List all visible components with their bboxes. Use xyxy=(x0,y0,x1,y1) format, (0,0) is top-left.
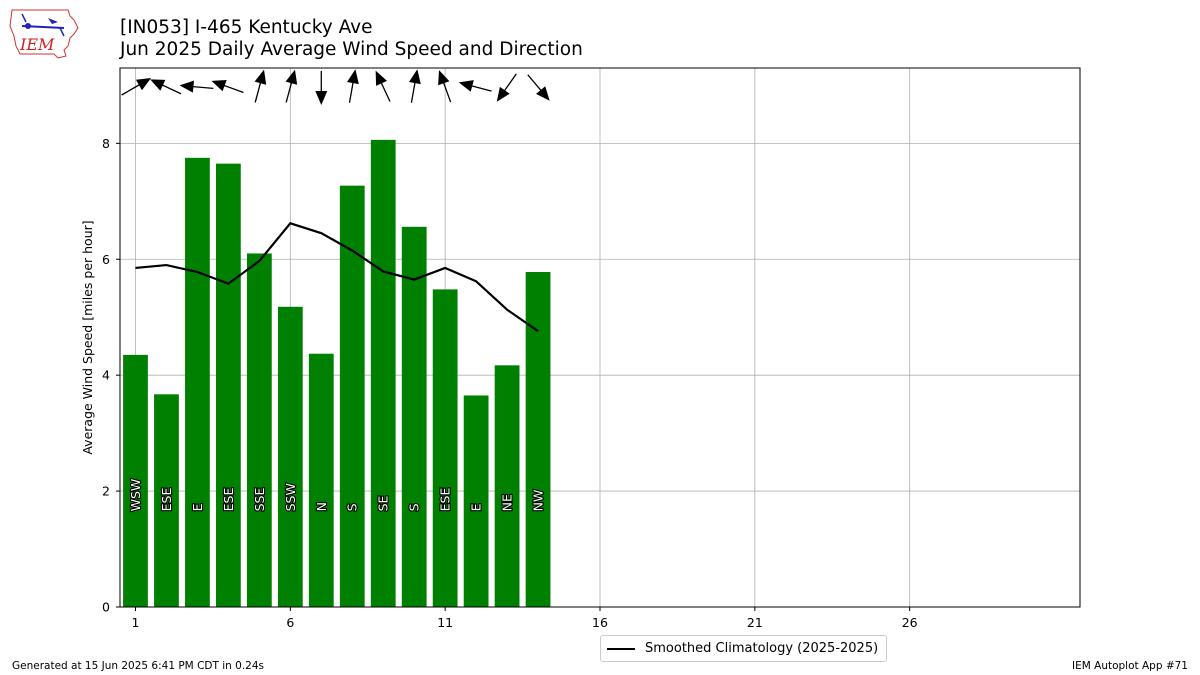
wind-arrow-head xyxy=(536,86,550,101)
wind-arrow-head xyxy=(438,70,450,86)
svg-text:IEM: IEM xyxy=(19,35,55,54)
wind-arrow-head xyxy=(496,86,510,102)
wind-arrow-day-5 xyxy=(254,69,267,103)
wind-arrow-shaft xyxy=(191,85,214,90)
x-tick-label: 26 xyxy=(902,615,918,630)
wind-arrow-day-1 xyxy=(121,78,152,96)
direction-label-day-7: N xyxy=(314,502,329,511)
wind-arrow-head xyxy=(408,69,421,85)
wind-arrow-day-4 xyxy=(211,79,244,94)
direction-label-day-14: NW xyxy=(531,490,546,512)
wind-arrow-shaft xyxy=(442,81,452,103)
y-tick-label: 4 xyxy=(102,368,110,383)
y-tick-label: 8 xyxy=(102,136,110,151)
wind-arrow-day-7 xyxy=(315,71,328,105)
bar-day-3 xyxy=(185,157,210,608)
direction-label-day-6: SSW xyxy=(283,483,298,511)
wind-arrow-day-10 xyxy=(408,69,421,103)
wind-arrow-shaft xyxy=(121,83,142,96)
bar-day-5 xyxy=(246,253,272,607)
bar-day-10 xyxy=(401,226,427,607)
y-tick-label: 2 xyxy=(102,484,110,499)
wind-arrow-shaft xyxy=(527,74,543,93)
wind-arrow-day-2 xyxy=(150,79,182,95)
direction-label-day-8: S xyxy=(345,503,360,511)
direction-label-day-5: SSE xyxy=(252,488,267,512)
bar-day-2 xyxy=(154,394,179,607)
wind-arrow-shaft xyxy=(470,84,492,92)
direction-label-day-9: SE xyxy=(376,495,391,511)
bar-day-4 xyxy=(216,163,241,607)
bar-day-1 xyxy=(123,354,148,607)
bar-day-7 xyxy=(308,353,334,607)
wind-arrow-shaft xyxy=(380,81,391,102)
x-tick-label: 11 xyxy=(437,615,453,630)
legend-line-swatch xyxy=(607,647,635,650)
wind-arrow-day-12 xyxy=(458,80,492,92)
direction-label-day-2: ESE xyxy=(159,488,174,512)
wind-arrow-shaft xyxy=(254,81,262,103)
x-tick-label: 16 xyxy=(592,615,608,630)
wind-arrow-day-8 xyxy=(347,69,359,103)
footer-app-id: IEM Autoplot App #71 xyxy=(1072,660,1188,672)
wind-arrow-head xyxy=(347,69,359,85)
wind-arrow-shaft xyxy=(222,84,244,94)
chart-title: [IN053] I-465 Kentucky Ave xyxy=(120,17,373,38)
wind-arrow-day-6 xyxy=(285,69,298,103)
wind-arrow-day-11 xyxy=(438,70,452,103)
bar-day-6 xyxy=(277,306,303,607)
wind-arrow-shaft xyxy=(503,73,517,93)
direction-label-day-11: ESE xyxy=(438,488,453,512)
direction-label-day-13: NE xyxy=(500,494,515,511)
direction-label-day-4: ESE xyxy=(221,488,236,512)
climatology-line xyxy=(135,222,539,333)
direction-label-day-10: S xyxy=(407,503,422,511)
wind-arrow-head xyxy=(150,79,166,91)
direction-label-day-3: E xyxy=(190,503,205,511)
wind-arrow-day-14 xyxy=(527,74,550,101)
direction-label-day-12: E xyxy=(469,503,484,511)
wind-arrow-day-3 xyxy=(179,80,214,93)
y-tick-label: 0 xyxy=(102,600,110,615)
bar-day-12 xyxy=(463,395,489,607)
wind-arrow-head xyxy=(375,70,387,86)
wind-arrow-shaft xyxy=(348,80,354,103)
wind-arrow-shaft xyxy=(160,83,182,95)
x-tick-label: 1 xyxy=(132,615,140,630)
wind-arrow-head xyxy=(254,69,267,85)
legend-label: Smoothed Climatology (2025-2025) xyxy=(645,641,879,656)
x-tick-label: 6 xyxy=(286,615,294,630)
bar-day-8 xyxy=(339,185,365,607)
y-tick-label: 6 xyxy=(102,252,110,267)
wind-arrow-head xyxy=(285,69,298,85)
wind-arrow-head xyxy=(179,80,194,93)
wind-arrow-day-9 xyxy=(375,70,391,102)
direction-label-day-1: WSW xyxy=(128,479,143,512)
footer-generated: Generated at 15 Jun 2025 6:41 PM CDT in … xyxy=(12,660,265,672)
wind-arrow-head xyxy=(458,80,474,92)
bar-day-11 xyxy=(432,289,458,607)
wind-arrow-head xyxy=(315,91,328,105)
wind-arrow-head xyxy=(211,79,227,92)
wind-arrow-shaft xyxy=(410,80,416,103)
y-axis-label: Average Wind Speed [miles per hour] xyxy=(80,220,95,454)
wind-arrow-head xyxy=(135,78,152,91)
bar-day-14 xyxy=(525,272,551,607)
wind-arrow-day-13 xyxy=(496,73,517,102)
chart-subtitle: Jun 2025 Daily Average Wind Speed and Di… xyxy=(120,39,583,60)
bar-day-9 xyxy=(370,139,396,607)
x-tick-label: 21 xyxy=(747,615,763,630)
bar-day-13 xyxy=(494,365,520,607)
legend: Smoothed Climatology (2025-2025) xyxy=(600,635,888,662)
wind-arrow-shaft xyxy=(285,81,293,103)
iem-logo: IEM xyxy=(9,9,79,59)
